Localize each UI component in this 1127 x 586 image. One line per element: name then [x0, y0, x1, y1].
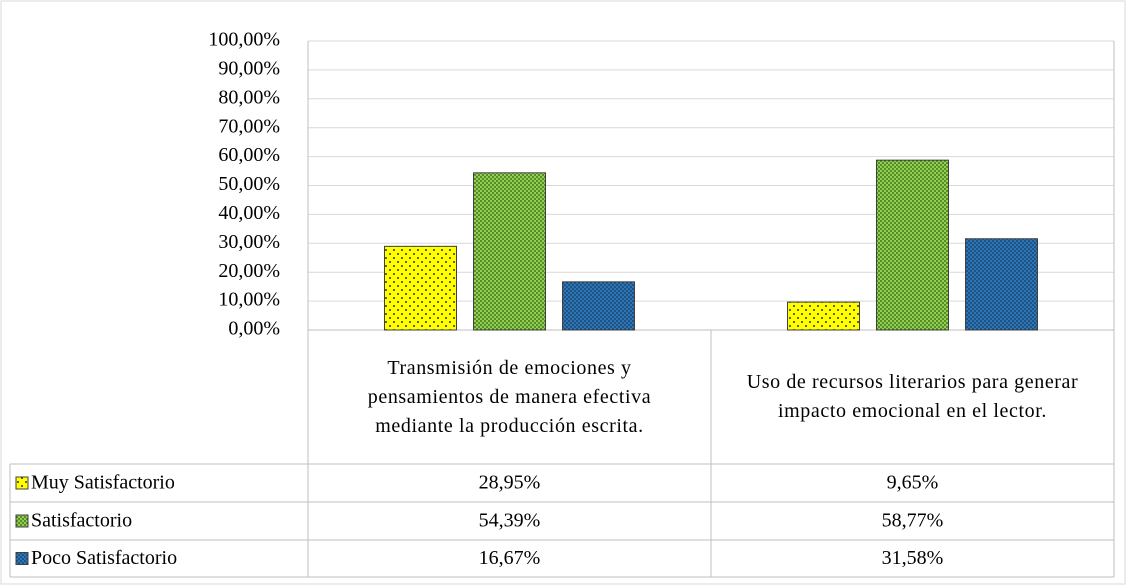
y-tick-label: 0,00% — [228, 318, 280, 340]
y-tick-label: 40,00% — [218, 202, 280, 224]
table-value: 28,95% — [479, 472, 541, 494]
legend-key — [15, 552, 29, 565]
y-tick-label: 50,00% — [218, 173, 280, 195]
legend-key — [15, 476, 29, 490]
legend-key — [15, 514, 29, 528]
y-tick-label: 20,00% — [218, 260, 280, 282]
table-value: 54,39% — [479, 510, 541, 532]
table-value: 9,65% — [887, 472, 939, 494]
y-tick-label: 100,00% — [208, 29, 280, 51]
table-value: 16,67% — [479, 547, 541, 569]
legend-label: Muy Satisfactorio — [31, 472, 175, 494]
x-tick-label: Uso de recursos literarios para generar … — [746, 371, 1079, 422]
y-tick-label: 80,00% — [218, 86, 280, 108]
table-value: 31,58% — [882, 547, 944, 569]
bar — [473, 172, 546, 331]
y-tick-label: 70,00% — [218, 115, 280, 137]
y-tick-label: 30,00% — [218, 231, 280, 253]
bar — [384, 245, 457, 331]
table-value: 58,77% — [882, 510, 944, 532]
bar — [787, 301, 860, 331]
bar — [562, 281, 635, 331]
bar — [965, 238, 1038, 331]
x-tick-label: Transmisión de emociones y pensamientos … — [367, 356, 652, 437]
legend-label: Satisfactorio — [31, 510, 132, 532]
y-tick-label: 60,00% — [218, 144, 280, 166]
legend-label: Poco Satisfactorio — [31, 547, 177, 569]
bar — [876, 159, 949, 331]
y-tick-label: 90,00% — [218, 57, 280, 79]
y-tick-label: 10,00% — [218, 289, 280, 311]
